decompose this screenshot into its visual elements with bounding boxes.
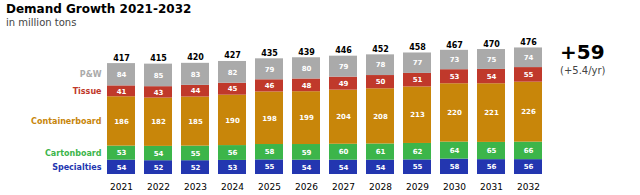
svg-text:60: 60 bbox=[339, 148, 349, 156]
svg-text:467: 467 bbox=[446, 41, 463, 50]
svg-text:74: 74 bbox=[524, 54, 534, 62]
svg-text:226: 226 bbox=[521, 108, 536, 116]
html-text:in million tons: in million tons bbox=[6, 17, 77, 28]
svg-text:2032: 2032 bbox=[517, 182, 540, 192]
html-text:+59: +59 bbox=[560, 40, 605, 64]
svg-text:54: 54 bbox=[376, 164, 386, 172]
svg-text:62: 62 bbox=[413, 148, 423, 156]
svg-text:59: 59 bbox=[302, 149, 312, 157]
svg-text:204: 204 bbox=[336, 113, 351, 121]
svg-text:458: 458 bbox=[409, 43, 426, 52]
svg-text:41: 41 bbox=[117, 88, 127, 96]
svg-text:82: 82 bbox=[228, 69, 238, 77]
svg-text:44: 44 bbox=[191, 87, 201, 95]
svg-text:2031: 2031 bbox=[480, 182, 503, 192]
svg-text:66: 66 bbox=[524, 147, 534, 155]
svg-text:2027: 2027 bbox=[332, 182, 355, 192]
svg-text:78: 78 bbox=[376, 61, 386, 69]
svg-text:49: 49 bbox=[339, 80, 349, 88]
svg-text:85: 85 bbox=[154, 72, 164, 80]
svg-text:48: 48 bbox=[302, 82, 312, 90]
svg-text:65: 65 bbox=[487, 147, 497, 155]
svg-text:79: 79 bbox=[339, 63, 349, 71]
svg-text:2028: 2028 bbox=[369, 182, 392, 192]
svg-text:Cartonboard: Cartonboard bbox=[45, 149, 102, 158]
svg-text:435: 435 bbox=[261, 49, 278, 58]
svg-text:73: 73 bbox=[450, 56, 460, 64]
svg-text:75: 75 bbox=[487, 56, 497, 64]
svg-text:64: 64 bbox=[450, 147, 460, 155]
svg-text:53: 53 bbox=[228, 164, 238, 172]
svg-text:208: 208 bbox=[373, 113, 388, 121]
svg-text:43: 43 bbox=[154, 89, 164, 97]
svg-text:83: 83 bbox=[191, 71, 201, 79]
svg-text:190: 190 bbox=[225, 117, 240, 125]
svg-text:198: 198 bbox=[262, 114, 277, 122]
svg-text:84: 84 bbox=[117, 71, 127, 79]
svg-text:46: 46 bbox=[265, 82, 275, 90]
svg-text:470: 470 bbox=[483, 40, 500, 49]
svg-text:199: 199 bbox=[299, 114, 314, 122]
svg-text:P&W: P&W bbox=[80, 70, 102, 79]
svg-text:Containerboard: Containerboard bbox=[31, 117, 102, 126]
svg-text:55: 55 bbox=[191, 150, 201, 158]
svg-text:Tissue: Tissue bbox=[73, 87, 102, 96]
svg-text:476: 476 bbox=[520, 38, 537, 47]
svg-text:53: 53 bbox=[450, 73, 460, 81]
svg-text:79: 79 bbox=[265, 66, 275, 74]
svg-text:182: 182 bbox=[151, 118, 166, 126]
svg-text:58: 58 bbox=[265, 148, 275, 156]
svg-text:52: 52 bbox=[154, 164, 164, 172]
svg-text:54: 54 bbox=[339, 164, 349, 172]
svg-text:2030: 2030 bbox=[443, 182, 466, 192]
svg-text:417: 417 bbox=[113, 54, 130, 63]
svg-text:439: 439 bbox=[298, 48, 315, 57]
svg-text:185: 185 bbox=[188, 118, 203, 126]
svg-text:2022: 2022 bbox=[147, 182, 170, 192]
html-text:Demand Growth 2021-2032: Demand Growth 2021-2032 bbox=[6, 2, 192, 16]
svg-text:2025: 2025 bbox=[258, 182, 281, 192]
svg-text:56: 56 bbox=[524, 163, 534, 171]
svg-text:45: 45 bbox=[228, 85, 238, 93]
svg-text:55: 55 bbox=[265, 163, 275, 171]
svg-text:61: 61 bbox=[376, 148, 386, 156]
svg-text:53: 53 bbox=[117, 149, 127, 157]
svg-text:51: 51 bbox=[413, 76, 423, 84]
svg-text:54: 54 bbox=[487, 73, 497, 81]
svg-text:415: 415 bbox=[150, 54, 167, 63]
svg-text:2021: 2021 bbox=[110, 182, 133, 192]
svg-text:452: 452 bbox=[372, 45, 389, 54]
svg-text:2023: 2023 bbox=[184, 182, 207, 192]
svg-text:420: 420 bbox=[187, 53, 204, 62]
svg-text:213: 213 bbox=[410, 111, 425, 119]
svg-text:Specialties: Specialties bbox=[52, 163, 102, 172]
svg-text:220: 220 bbox=[447, 109, 462, 117]
svg-text:55: 55 bbox=[524, 71, 534, 79]
svg-text:56: 56 bbox=[228, 149, 238, 157]
html-text:(+5.4/yr): (+5.4/yr) bbox=[560, 65, 606, 76]
svg-text:221: 221 bbox=[484, 109, 499, 117]
svg-text:52: 52 bbox=[191, 164, 201, 172]
svg-text:2029: 2029 bbox=[406, 182, 429, 192]
svg-text:77: 77 bbox=[413, 59, 423, 67]
svg-text:2024: 2024 bbox=[221, 182, 244, 192]
svg-text:55: 55 bbox=[413, 163, 423, 171]
svg-text:80: 80 bbox=[302, 65, 312, 73]
svg-text:2026: 2026 bbox=[295, 182, 318, 192]
svg-text:50: 50 bbox=[376, 78, 386, 86]
svg-text:58: 58 bbox=[450, 163, 460, 171]
svg-text:186: 186 bbox=[114, 118, 129, 126]
svg-text:54: 54 bbox=[154, 150, 164, 158]
svg-text:54: 54 bbox=[117, 164, 127, 172]
svg-text:446: 446 bbox=[335, 46, 352, 55]
svg-text:54: 54 bbox=[302, 164, 312, 172]
svg-text:427: 427 bbox=[224, 51, 241, 60]
svg-text:56: 56 bbox=[487, 163, 497, 171]
